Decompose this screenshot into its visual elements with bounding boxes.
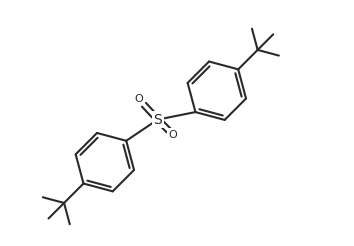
Text: O: O	[169, 130, 177, 140]
Text: O: O	[134, 94, 143, 104]
Text: S: S	[153, 113, 162, 126]
